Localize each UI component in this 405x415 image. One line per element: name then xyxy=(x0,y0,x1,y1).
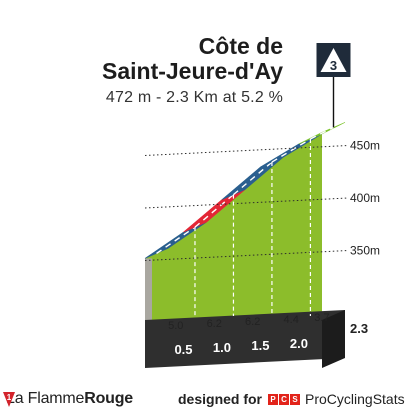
gradient-label: 6.2 xyxy=(207,318,222,330)
pcs-letter: S xyxy=(290,393,301,405)
gradient-label: 4.4 xyxy=(284,314,299,326)
climb-stats: 472 m - 2.3 Km at 5.2 % xyxy=(105,89,283,106)
lfr-brand-bold: Rouge xyxy=(84,390,134,407)
distance-label: 2.0 xyxy=(290,336,308,351)
road-centerline xyxy=(271,138,311,163)
climb-header: Côte de Saint-Jeure-d'Ay 472 m - 2.3 Km … xyxy=(102,34,283,107)
road-centerline xyxy=(310,126,334,140)
pcs-logo-icon: P C S xyxy=(268,393,301,405)
climb-title-line1: Côte de xyxy=(198,33,283,59)
climb-title-line2: Saint-Jeure-d'Ay xyxy=(102,58,283,84)
base-plate-side xyxy=(322,310,345,368)
elevation-gridline xyxy=(144,145,349,156)
pcs-letter: P xyxy=(268,393,279,405)
distance-label: 0.5 xyxy=(174,342,192,357)
distance-label: 1.5 xyxy=(251,338,269,353)
gradient-label: 5.0 xyxy=(168,320,183,332)
elevation-tick-label: 350m xyxy=(350,244,380,258)
elevation-tick-label: 450m xyxy=(350,139,380,153)
lfr-brand-text: La FlammeRouge xyxy=(6,390,133,408)
category-number: 3 xyxy=(330,58,337,73)
distance-label: 2.3 xyxy=(350,321,368,336)
distance-label: 1.0 xyxy=(213,340,231,355)
road-centerline xyxy=(233,161,273,196)
pcs-letter: C xyxy=(279,393,290,405)
pcs-name: ProCyclingStats xyxy=(305,391,405,407)
gradient-label: 3.7 xyxy=(314,312,329,324)
base-plate xyxy=(145,310,345,368)
elevation-gridline xyxy=(144,250,349,261)
gradient-label: 6.2 xyxy=(245,316,260,328)
lfr-logo: 1 La FlammeRouge xyxy=(2,390,133,408)
climb-title: Côte de Saint-Jeure-d'Ay xyxy=(102,34,283,84)
category-triangle-icon xyxy=(320,48,347,72)
elevation-tick-label: 400m xyxy=(350,191,380,205)
road-centerline xyxy=(194,194,234,228)
lfr-brand-light: La Flamme xyxy=(6,390,85,407)
pcs-credit: designed for P C S ProCyclingStats xyxy=(178,391,405,407)
road-centerline xyxy=(156,226,196,254)
designed-for-text: designed for xyxy=(178,391,263,407)
elevation-gridline xyxy=(144,197,349,209)
flamme-rouge-icon: 1 xyxy=(3,392,15,407)
svg-text:1: 1 xyxy=(7,393,12,402)
profile-side xyxy=(145,258,152,320)
